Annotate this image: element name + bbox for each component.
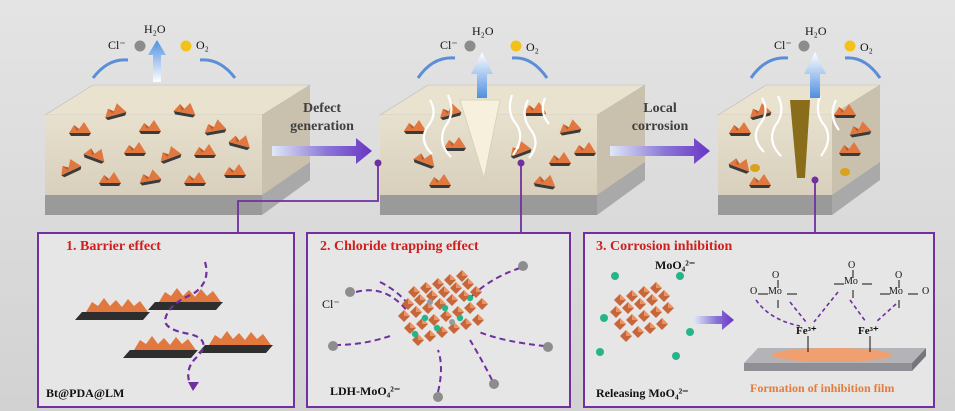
chloride-label: Cl⁻	[322, 297, 340, 311]
oxygen-label: O₂	[526, 40, 539, 54]
step-line: Local	[643, 101, 677, 116]
defect-crack	[459, 99, 501, 179]
molybdate-bonds	[758, 270, 918, 352]
mo-atom-label: Mo	[768, 286, 782, 297]
mo-atom-label: Mo	[889, 286, 903, 297]
diffusion-paths	[422, 94, 550, 159]
coordination-bonds	[755, 291, 897, 327]
o-atom-label: O	[922, 286, 930, 297]
step-line: corrosion	[631, 119, 689, 134]
ldh-illustration	[328, 261, 553, 402]
ldh-particle	[398, 270, 488, 346]
molybdate-label: MoO₄²⁻	[655, 258, 696, 272]
coating-block-2	[378, 84, 647, 215]
corrosion-product	[840, 168, 850, 176]
inhibition-film-illustration	[744, 270, 926, 371]
coating-block-1	[43, 84, 312, 215]
step-label-defect-generation: Defect generation	[272, 100, 372, 136]
material-label-ldh: LDH-MoO₄²⁻	[330, 384, 401, 398]
oxygen-label: O₂	[860, 40, 873, 54]
panel-title-barrier: 1. Barrier effect	[66, 239, 161, 254]
o-atom-label: O	[750, 286, 758, 297]
o-atom-label: O	[772, 270, 780, 281]
releasing-label: Releasing MoO₄²⁻	[596, 386, 689, 400]
oxygen-label: O₂	[196, 38, 209, 52]
corrosion-product	[750, 164, 760, 172]
trap-paths	[334, 267, 546, 393]
chloride-label: Cl⁻	[774, 38, 792, 52]
step-label-local-corrosion: Local corrosion	[610, 100, 710, 136]
chloride-label: Cl⁻	[108, 38, 126, 52]
molybdate-ions	[596, 272, 694, 360]
chloride-label: Cl⁻	[440, 38, 458, 52]
inhibition-film	[772, 348, 892, 362]
water-label: H₂O	[805, 24, 827, 38]
material-label-bt-pda-lm: Bt@PDA@LM	[46, 386, 125, 400]
species-group-2	[416, 40, 549, 98]
iron-ion-label: Fe³⁺	[858, 325, 879, 337]
panel-title-chloride: 2. Chloride trapping effect	[320, 239, 479, 254]
coating-block-3	[716, 84, 882, 215]
nanosheet-stack	[75, 288, 273, 358]
release-illustration	[596, 272, 734, 360]
barrier-illustration	[75, 261, 273, 391]
arrow-local-corrosion	[610, 138, 710, 164]
o-atom-label: O	[848, 260, 856, 271]
corrosion-crack	[790, 100, 810, 178]
species-group-1	[91, 40, 237, 82]
mo-atom-label: Mo	[844, 276, 858, 287]
connectors	[237, 163, 816, 233]
water-label: H₂O	[472, 24, 494, 38]
water-label: H₂O	[144, 22, 166, 36]
panel-title-inhibition: 3. Corrosion inhibition	[596, 239, 733, 254]
step-line: Defect	[302, 101, 342, 116]
step-line: generation	[290, 119, 354, 134]
diffusion-paths	[754, 95, 840, 157]
release-arrow	[694, 310, 734, 330]
tortuous-path	[163, 261, 208, 385]
species-group-3	[749, 40, 882, 98]
chloride-ions	[328, 261, 553, 402]
arrow-defect-generation	[272, 138, 372, 164]
o-atom-label: O	[895, 270, 903, 281]
inhibition-film-label: Formation of inhibition film	[750, 381, 895, 395]
iron-ion-label: Fe³⁺	[796, 325, 817, 337]
